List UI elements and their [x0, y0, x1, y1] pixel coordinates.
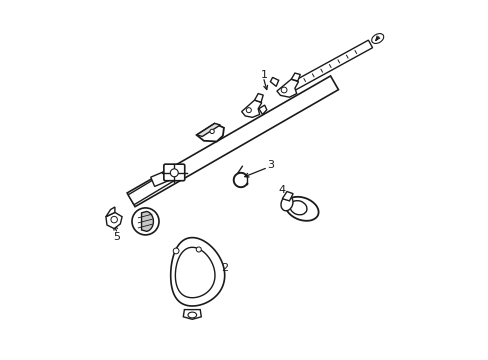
Polygon shape	[106, 212, 122, 229]
Text: 2: 2	[221, 263, 228, 273]
Polygon shape	[291, 73, 300, 81]
Polygon shape	[150, 168, 176, 186]
Ellipse shape	[281, 196, 292, 211]
Text: 3: 3	[266, 160, 273, 170]
Ellipse shape	[371, 33, 383, 44]
FancyBboxPatch shape	[163, 164, 184, 181]
Polygon shape	[290, 40, 372, 90]
Ellipse shape	[246, 108, 251, 113]
Polygon shape	[241, 100, 261, 117]
Polygon shape	[196, 123, 220, 136]
Ellipse shape	[196, 247, 201, 252]
Ellipse shape	[111, 216, 117, 223]
Polygon shape	[170, 238, 224, 306]
Polygon shape	[196, 123, 224, 141]
Ellipse shape	[285, 197, 318, 221]
Polygon shape	[183, 310, 201, 319]
Ellipse shape	[209, 129, 214, 134]
Ellipse shape	[170, 169, 178, 177]
Polygon shape	[254, 94, 263, 102]
Ellipse shape	[187, 312, 196, 318]
Polygon shape	[106, 207, 115, 217]
Polygon shape	[128, 168, 179, 205]
Polygon shape	[282, 192, 292, 201]
Ellipse shape	[173, 248, 179, 254]
Polygon shape	[258, 105, 266, 114]
Polygon shape	[127, 76, 338, 207]
Text: 5: 5	[113, 231, 120, 242]
Polygon shape	[141, 211, 153, 231]
Ellipse shape	[132, 208, 159, 235]
Text: 4: 4	[278, 185, 285, 195]
Text: 1: 1	[260, 69, 267, 80]
Ellipse shape	[289, 201, 306, 215]
Ellipse shape	[281, 87, 286, 93]
Polygon shape	[276, 79, 298, 97]
Polygon shape	[270, 77, 278, 86]
Polygon shape	[175, 247, 215, 298]
